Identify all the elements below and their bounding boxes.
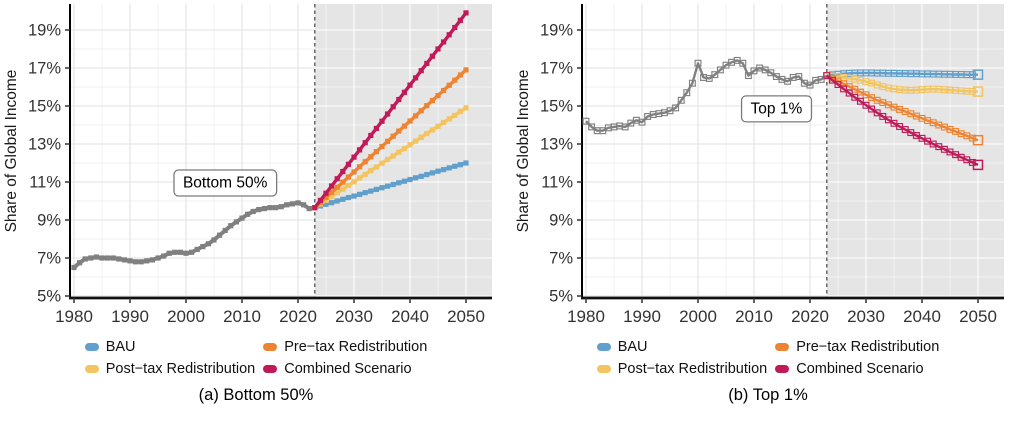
y-axis: 19% 17% 15% 13% 11% 9% 7% 5%: [540, 22, 582, 306]
annotation-label: Bottom 50%: [183, 175, 268, 192]
series-bau: [823, 69, 984, 80]
series-pre-tax-redistribution: [823, 72, 984, 146]
combined-marker-icon: [263, 365, 278, 374]
legend-item-combined: Combined Scenario: [775, 360, 939, 378]
posttax-marker-icon: [84, 365, 99, 374]
legend-label-posttax: Post−tax Redistribution: [105, 361, 256, 378]
y-axis-title: Share of Global Income: [3, 70, 20, 233]
series-combined-scenario: [823, 72, 984, 171]
x-tick-label: 2010: [735, 307, 773, 326]
y-tick-label: 19%: [540, 22, 573, 40]
legend-item-bau: BAU: [596, 338, 768, 356]
x-tick-label: 2000: [679, 307, 717, 326]
pretax-marker-icon: [263, 343, 278, 352]
y-tick-label: 9%: [549, 212, 573, 230]
y-axis: 19% 17% 15% 13% 11% 9% 7% 5%: [28, 22, 70, 306]
caption-bottom-50: (a) Bottom 50%: [198, 386, 314, 405]
x-axis: 1980 1990 2000 2010 2020 2030 2040 2050: [567, 298, 997, 326]
y-tick-label: 13%: [28, 136, 61, 154]
legend-label-posttax: Post−tax Redistribution: [617, 361, 768, 378]
x-tick-label: 2010: [223, 307, 261, 326]
caption-top-1: (b) Top 1%: [728, 386, 808, 405]
y-tick-label: 19%: [28, 22, 61, 40]
legend-bottom-50: BAU Pre−tax Redistribution Post−tax Redi…: [0, 338, 512, 378]
x-tick-label: 2040: [391, 307, 429, 326]
combined-marker-icon: [775, 365, 790, 374]
legend-label-pretax: Pre−tax Redistribution: [796, 339, 940, 355]
x-tick-label: 1980: [55, 307, 93, 326]
grid-forecast: [826, 4, 1004, 298]
posttax-marker-icon: [596, 365, 611, 374]
bau-marker-icon: [596, 343, 611, 352]
y-tick-label: 11%: [29, 174, 61, 192]
legend-label-bau: BAU: [105, 339, 136, 355]
x-tick-label: 2040: [903, 307, 941, 326]
series-historical: [582, 56, 831, 135]
x-tick-label: 2020: [279, 307, 317, 326]
y-tick-label: 13%: [540, 136, 573, 154]
legend-item-pretax: Pre−tax Redistribution: [263, 338, 427, 356]
legend-item-posttax: Post−tax Redistribution: [596, 360, 768, 378]
legend-item-pretax: Pre−tax Redistribution: [775, 338, 939, 356]
x-tick-label: 1990: [623, 307, 661, 326]
y-tick-label: 5%: [549, 288, 573, 306]
chart-top-1: 19% 17% 15% 13% 11% 9% 7% 5%1980 1990 2000 2010 202…: [515, 4, 1004, 326]
legend-label-pretax: Pre−tax Redistribution: [284, 339, 428, 355]
series-pre-tax-redistribution: [312, 67, 469, 211]
y-tick-label: 15%: [28, 98, 61, 116]
legend-label-bau: BAU: [617, 339, 648, 355]
legend-item-posttax: Post−tax Redistribution: [84, 360, 256, 378]
x-tick-label: 2020: [791, 307, 829, 326]
annotation-label: Top 1%: [751, 100, 803, 117]
y-tick-label: 7%: [549, 250, 573, 268]
grid: [70, 4, 315, 298]
x-tick-label: 2050: [959, 307, 997, 326]
legend-item-combined: Combined Scenario: [263, 360, 427, 378]
x-tick-label: 2050: [447, 307, 485, 326]
y-tick-label: 17%: [540, 60, 573, 78]
series-bau: [312, 160, 469, 211]
panel-top-1: 19% 17% 15% 13% 11% 9% 7% 5% 1980 1990 2000 2010 202…: [512, 0, 1024, 425]
legend-label-combined: Combined Scenario: [284, 361, 412, 378]
x-tick-label: 2030: [335, 307, 373, 326]
y-tick-label: 9%: [37, 212, 61, 230]
y-tick-label: 7%: [37, 250, 61, 268]
x-tick-label: 2000: [167, 307, 205, 326]
x-tick-label: 2030: [847, 307, 885, 326]
bau-marker-icon: [84, 343, 99, 352]
legend-top-1: BAU Pre−tax Redistribution Post−tax Redi…: [512, 338, 1024, 378]
pretax-marker-icon: [775, 343, 790, 352]
y-tick-label: 15%: [540, 98, 573, 116]
x-tick-label: 1990: [111, 307, 149, 326]
legend-item-bau: BAU: [84, 338, 256, 356]
x-axis: 1980 1990 2000 2010 2020 2030 2040 2050: [55, 298, 485, 326]
legend-label-combined: Combined Scenario: [796, 361, 924, 378]
y-tick-label: 11%: [541, 174, 573, 192]
series-historical: [71, 200, 318, 271]
panel-bottom-50: 19% 17% 15% 13% 11% 9% 7% 5% 1980 1990 2000 2010 202…: [0, 4, 512, 405]
forecast-region: [826, 4, 1004, 298]
x-tick-label: 1980: [567, 307, 605, 326]
panel-annotation: Top 1%: [740, 95, 813, 123]
y-tick-label: 17%: [28, 60, 61, 78]
y-tick-label: 5%: [37, 288, 61, 306]
panel-annotation: Bottom 50%: [173, 169, 278, 197]
series-combined-scenario: [312, 10, 469, 211]
y-axis-title: Share of Global Income: [515, 70, 532, 233]
chart-bottom-50: 19% 17% 15% 13% 11% 9% 7% 5%1980 1990 2000 2010 202…: [3, 4, 492, 326]
